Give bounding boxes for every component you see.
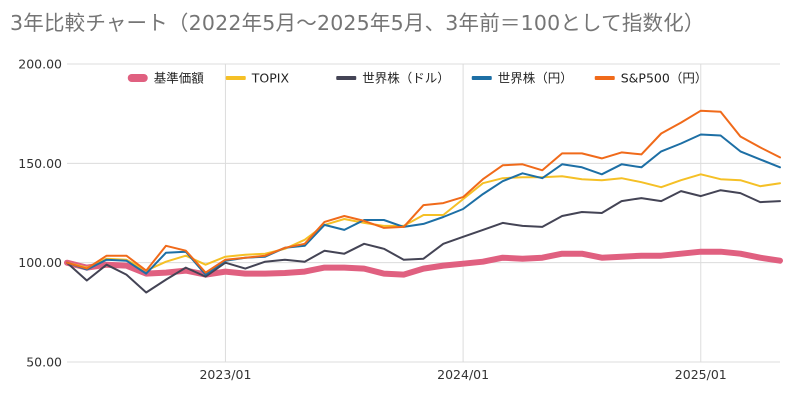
legend-swatch [127, 74, 148, 82]
legend-item: S&P500（円） [594, 71, 708, 86]
legend-label: 世界株（円） [498, 71, 573, 86]
x-tick-label: 2025/01 [675, 367, 727, 382]
legend-item: TOPIX [225, 71, 290, 86]
legend-label: 基準価額 [154, 71, 205, 86]
series-line [64, 248, 783, 278]
x-tick-label: 2023/01 [199, 367, 251, 382]
y-tick-label: 100.00 [18, 255, 62, 270]
chart-title: 3年比較チャート（2022年5月～2025年5月、3年前＝100として指数化） [10, 11, 705, 35]
legend-label: TOPIX [251, 71, 290, 86]
legend-swatch [594, 76, 615, 80]
y-tick-label: 200.00 [18, 57, 62, 72]
grid-lines [67, 63, 780, 363]
legend-label: S&P500（円） [621, 71, 708, 86]
legend-swatch [336, 76, 357, 80]
series-line [66, 109, 781, 274]
series-lines [64, 109, 783, 294]
x-axis-ticks: 2023/01 2024/01 2025/01 [199, 367, 726, 382]
x-tick-label: 2024/01 [437, 367, 489, 382]
legend-item: 基準価額 [127, 71, 205, 86]
legend-swatch [225, 76, 246, 80]
legend-item: 世界株（ドル） [336, 71, 450, 86]
legend-item: 世界株（円） [471, 71, 573, 86]
series-line [66, 189, 781, 294]
legend-swatch [471, 76, 492, 80]
y-tick-label: 50.00 [26, 355, 62, 370]
series-line [66, 173, 781, 272]
y-axis-ticks: 50.00 100.00 150.00 200.00 [18, 57, 62, 370]
legend: 基準価額 TOPIX 世界株（ドル） 世界株（円） S&P500（円） [127, 71, 708, 86]
y-tick-label: 150.00 [18, 156, 62, 171]
legend-label: 世界株（ドル） [362, 71, 450, 86]
